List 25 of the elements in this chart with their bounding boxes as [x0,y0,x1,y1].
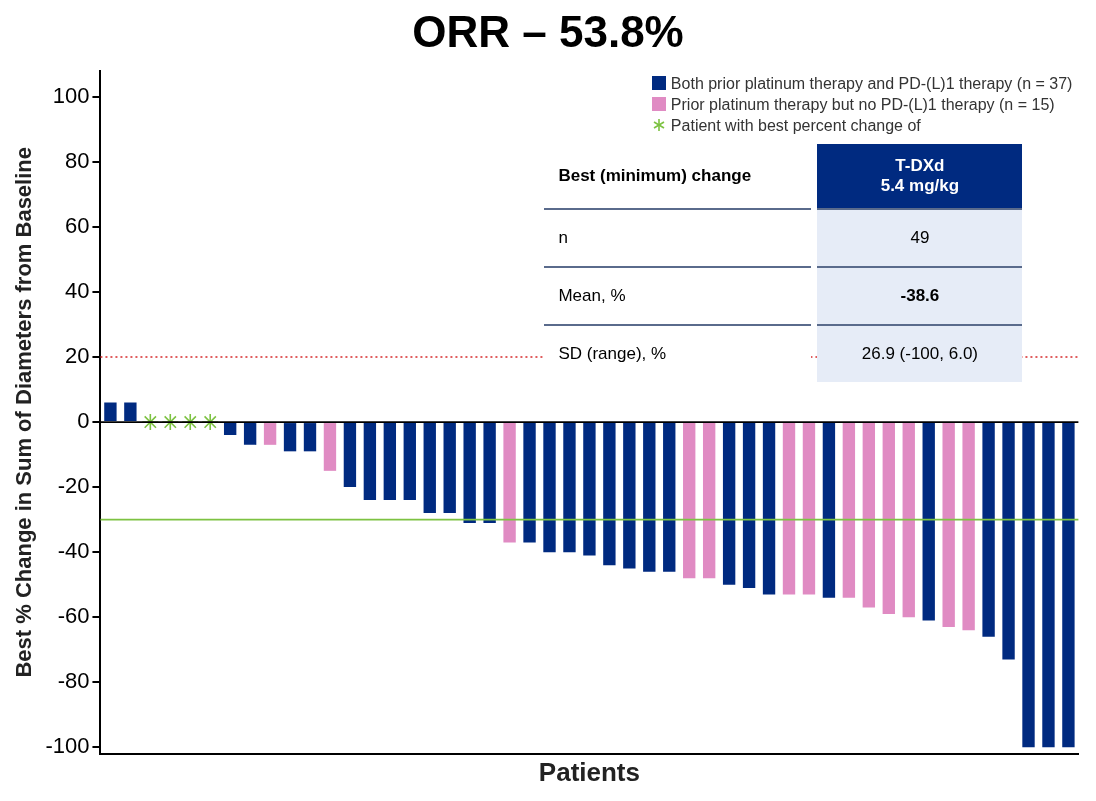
annotation: -38.6 [817,267,1023,326]
chart-title: ORR – 53.8% [412,6,684,56]
y-tick-label: -40 [57,538,90,564]
x-axis-title: Patients [538,756,640,787]
legend-label: Both prior platinum therapy and PD-(L)1 therapy (n = 37) [670,73,1073,94]
annotation: Best (minimum) change [544,143,812,210]
y-tick-label: 20 [64,343,90,369]
annotation: T-DXd 5.4 mg/kg [817,143,1023,210]
y-tick-label: 80 [64,147,90,173]
y-tick-label: 40 [64,278,90,304]
y-tick-label: -80 [57,668,90,694]
y-tick-label: -60 [57,603,90,629]
annotation: SD (range), % [544,325,812,382]
y-axis-title: Best % Change in Sum of Diameters from Baseline [11,147,37,678]
annotation: 26.9 (-100, 6.0) [817,325,1023,382]
annotation: Mean, % [544,267,812,326]
annotation: n [544,209,812,268]
y-tick-label: 0 [77,408,90,434]
y-tick-label: -20 [57,473,90,499]
y-tick-label: 60 [64,212,90,238]
legend-label: Patient with best percent change of [670,115,921,136]
y-tick-label: 100 [52,82,90,108]
y-tick-label: -100 [45,733,90,759]
legend-label: Prior platinum therapy but no PD-(L)1 therapy (n = 15) [670,94,1055,115]
annotation: 49 [817,209,1023,268]
